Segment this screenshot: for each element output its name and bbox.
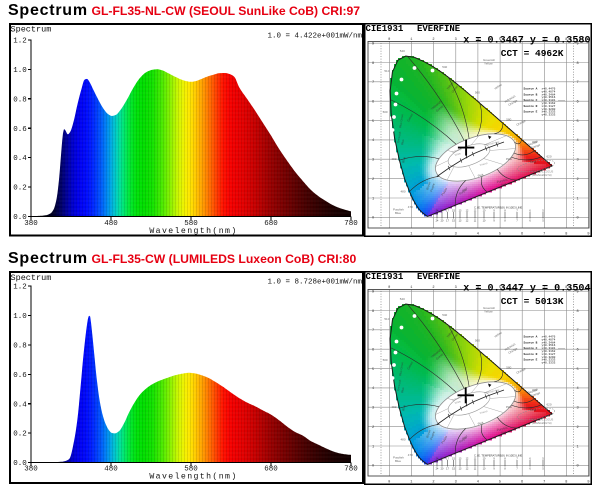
svg-text:580: 580 [184,220,198,228]
svg-text:0.4: 0.4 [13,401,27,409]
svg-text:0.4: 0.4 [13,155,27,163]
svg-text:0.2: 0.2 [13,431,27,439]
svg-text:680: 680 [264,466,278,474]
svg-text:Wavelength(nm): Wavelength(nm) [149,226,237,236]
svg-text:680: 680 [264,220,278,228]
svg-text:0.8: 0.8 [13,343,27,351]
svg-text:1.2: 1.2 [13,38,27,46]
svg-text:780: 780 [344,466,358,474]
svg-text:580: 580 [184,466,198,474]
svg-text:CIE1931: CIE1931 [366,24,404,34]
svg-text:0.8: 0.8 [13,96,27,104]
svg-text:1.0: 1.0 [13,313,27,321]
svg-text:Spectrum: Spectrum [11,24,52,34]
svg-text:Spectrum: Spectrum [11,273,52,283]
svg-text:CIE1931: CIE1931 [366,272,404,282]
svg-text:0.0: 0.0 [13,214,27,222]
svg-text:0.2: 0.2 [13,185,27,193]
svg-text:480: 480 [104,220,118,228]
svg-text:0.0: 0.0 [13,460,27,468]
svg-text:CCT = 4962K: CCT = 4962K [501,48,564,59]
svg-text:380: 380 [24,466,38,474]
svg-text:x = 0.3467 y = 0.3580: x = 0.3467 y = 0.3580 [463,36,590,47]
svg-text:EVERFINE: EVERFINE [417,24,461,34]
svg-text:380: 380 [24,220,38,228]
svg-text:480: 480 [104,466,118,474]
svg-text:1.0: 1.0 [13,67,27,75]
svg-text:CCT = 5013K: CCT = 5013K [501,296,564,307]
svg-text:0.6: 0.6 [13,372,27,380]
svg-text:1.0 = 8.728e+001mW/nm: 1.0 = 8.728e+001mW/nm [267,278,362,286]
svg-text:1.2: 1.2 [13,284,27,292]
svg-text:EVERFINE: EVERFINE [417,272,461,282]
svg-text:1.0 = 4.422e+001mW/nm: 1.0 = 4.422e+001mW/nm [267,33,362,41]
svg-text:780: 780 [344,220,358,228]
svg-text:0.6: 0.6 [13,126,27,134]
svg-text:x = 0.3447 y = 0.3504: x = 0.3447 y = 0.3504 [463,284,590,295]
svg-text:Wavelength(nm): Wavelength(nm) [149,472,237,482]
